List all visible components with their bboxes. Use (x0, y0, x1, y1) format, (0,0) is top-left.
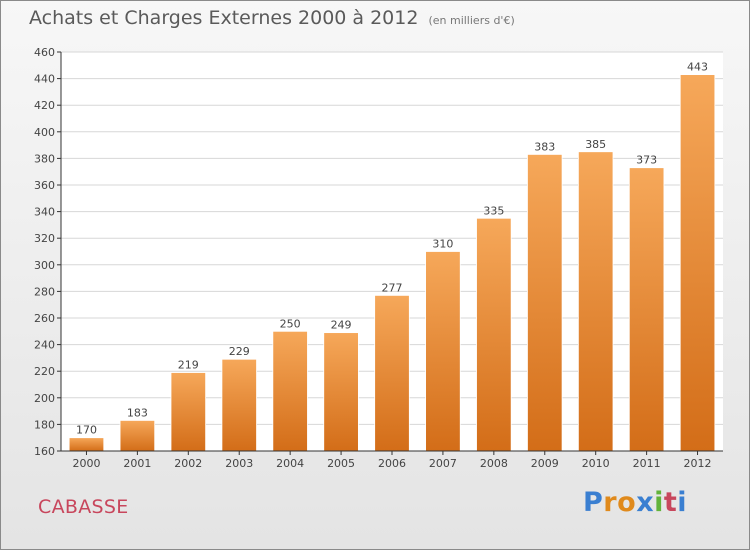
bar (374, 294, 410, 452)
bar (323, 332, 359, 452)
data-label: 383 (534, 140, 555, 153)
data-label: 170 (76, 424, 97, 437)
x-tick-label: 2010 (582, 457, 610, 470)
y-tick-label: 280 (34, 285, 55, 298)
y-tick-label: 160 (34, 445, 55, 458)
y-tick-label: 360 (34, 179, 55, 192)
data-label: 249 (331, 319, 352, 332)
bar (628, 167, 665, 452)
x-tick-label: 2000 (72, 457, 100, 470)
x-tick-label: 2006 (378, 457, 406, 470)
y-tick-label: 260 (34, 312, 55, 325)
data-label: 373 (636, 154, 657, 167)
logo-letter: x (636, 487, 655, 518)
y-tick-label: 200 (34, 392, 55, 405)
data-label: 443 (687, 61, 708, 74)
x-tick-label: 2011 (633, 457, 661, 470)
y-tick-label: 180 (34, 418, 55, 431)
bar (476, 217, 512, 452)
data-label: 335 (483, 204, 504, 217)
x-tick-label: 2001 (123, 457, 151, 470)
bar (221, 358, 257, 452)
y-tick-label: 440 (34, 73, 55, 86)
logo-letter: i (677, 487, 688, 518)
unit-label: (en milliers d'€) (428, 14, 515, 27)
bar (527, 154, 563, 452)
y-tick-label: 400 (34, 126, 55, 139)
bar (272, 330, 308, 452)
y-tick-label: 460 (34, 46, 55, 59)
bar (170, 372, 207, 452)
y-tick-label: 300 (34, 259, 55, 272)
y-tick-label: 220 (34, 365, 55, 378)
x-tick-label: 2012 (684, 457, 712, 470)
data-label: 219 (178, 359, 199, 372)
y-tick-label: 340 (34, 206, 55, 219)
bar (68, 437, 105, 452)
logo-letter: o (617, 487, 637, 518)
data-label: 229 (229, 345, 250, 358)
data-label: 183 (127, 406, 148, 419)
title-text: Achats et Charges Externes 2000 à 2012 (29, 7, 419, 29)
x-tick-label: 2007 (429, 457, 457, 470)
x-tick-label: 2008 (480, 457, 508, 470)
x-tick-label: 2003 (225, 457, 253, 470)
bar (119, 420, 156, 452)
y-tick-label: 420 (34, 99, 55, 112)
logo-letter: P (583, 487, 604, 518)
bar (577, 151, 614, 452)
data-label: 277 (382, 281, 403, 294)
data-label: 385 (585, 138, 606, 151)
proxiti-logo: Proxiti (583, 487, 687, 518)
y-tick-label: 240 (34, 339, 55, 352)
y-tick-label: 320 (34, 232, 55, 245)
data-label: 250 (280, 317, 301, 330)
logo-letter: t (663, 487, 678, 518)
logo-letter: i (654, 487, 664, 518)
x-tick-label: 2002 (174, 457, 202, 470)
y-tick-label: 380 (34, 152, 55, 165)
chart-title: Achats et Charges Externes 2000 à 2012 (e… (29, 7, 515, 29)
bar (425, 251, 461, 452)
logo-letter: r (603, 487, 618, 518)
x-tick-label: 2009 (531, 457, 559, 470)
x-tick-label: 2004 (276, 457, 304, 470)
commune-name: CABASSE (38, 496, 129, 518)
x-tick-label: 2005 (327, 457, 355, 470)
data-label: 310 (432, 238, 453, 251)
bar (679, 74, 716, 452)
